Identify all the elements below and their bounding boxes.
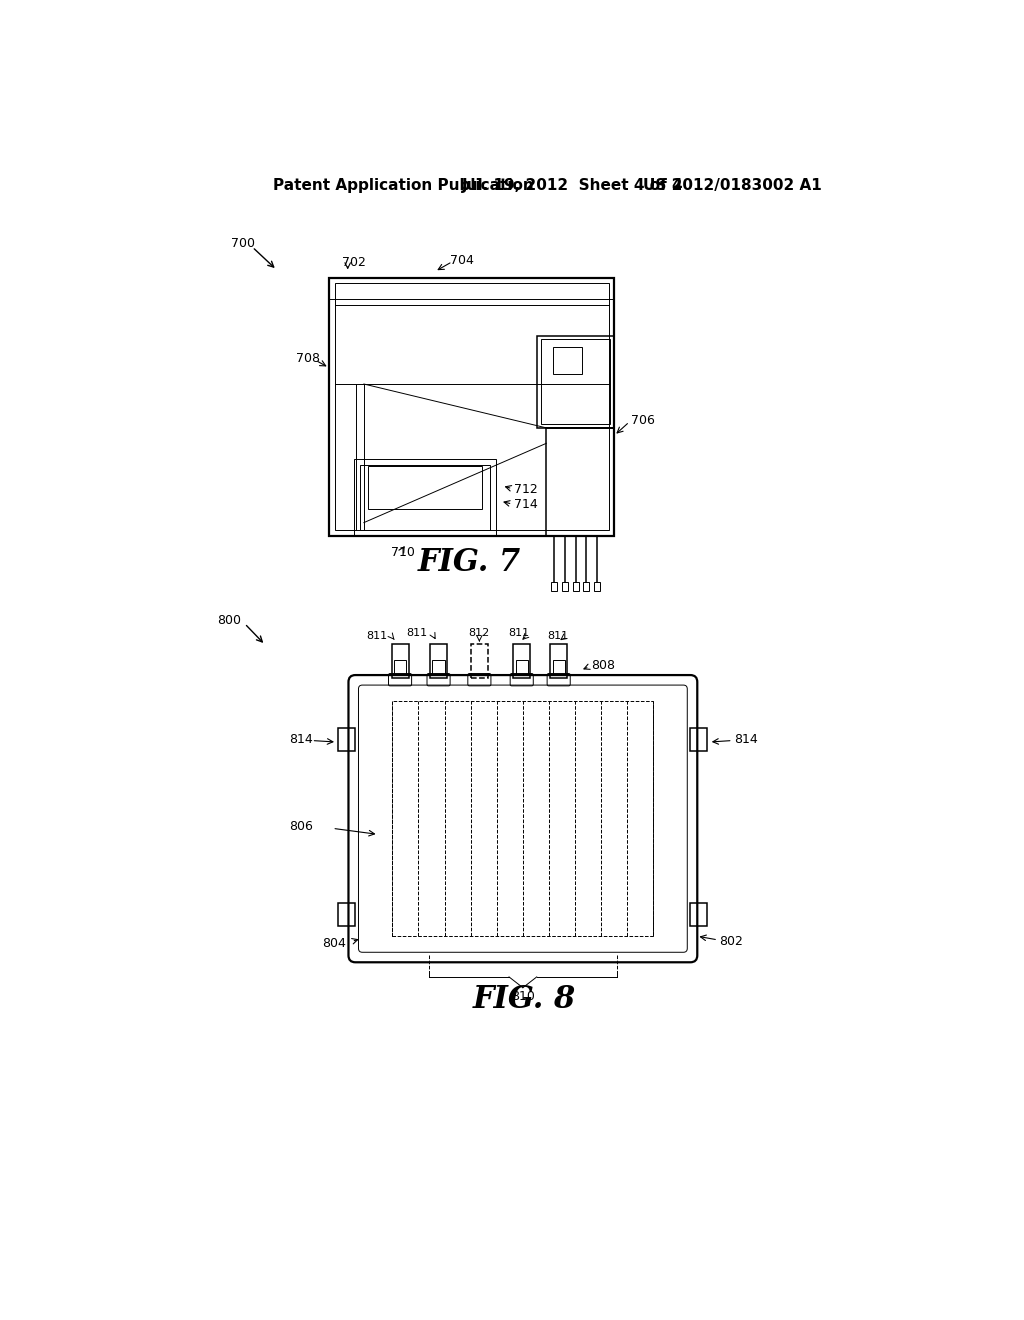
Bar xyxy=(572,582,579,591)
Bar xyxy=(594,582,600,591)
Text: Patent Application Publication: Patent Application Publication xyxy=(273,178,534,193)
Text: 808: 808 xyxy=(591,659,615,672)
Text: FIG. 7: FIG. 7 xyxy=(418,548,521,578)
Text: 704: 704 xyxy=(451,253,474,267)
Bar xyxy=(471,644,487,678)
Bar xyxy=(553,660,565,675)
Text: 710: 710 xyxy=(391,546,415,560)
Bar xyxy=(547,428,614,536)
Bar xyxy=(339,729,355,751)
Text: 811: 811 xyxy=(508,628,529,639)
Bar xyxy=(432,660,444,675)
Text: 708: 708 xyxy=(296,352,321,366)
Text: 706: 706 xyxy=(631,413,655,426)
Text: 806: 806 xyxy=(289,820,313,833)
Text: 812: 812 xyxy=(469,628,490,639)
Bar xyxy=(551,582,557,591)
Text: 811: 811 xyxy=(407,628,428,639)
Text: 702: 702 xyxy=(342,256,367,269)
Bar xyxy=(392,701,653,936)
Bar xyxy=(562,582,568,591)
Bar xyxy=(394,660,407,675)
Text: 804: 804 xyxy=(323,936,346,949)
Bar xyxy=(513,644,530,678)
Bar xyxy=(690,903,708,927)
Text: 811: 811 xyxy=(366,631,387,640)
Bar xyxy=(339,903,355,927)
Bar xyxy=(360,465,490,529)
Bar xyxy=(584,582,590,591)
Bar xyxy=(515,660,528,675)
Text: 811: 811 xyxy=(547,631,568,640)
Text: 800: 800 xyxy=(217,614,242,627)
Bar xyxy=(430,644,447,678)
Bar xyxy=(330,277,614,536)
Bar xyxy=(391,644,409,678)
Text: Jul. 19, 2012  Sheet 4 of 4: Jul. 19, 2012 Sheet 4 of 4 xyxy=(462,178,683,193)
Text: 814: 814 xyxy=(290,733,313,746)
Bar xyxy=(354,459,497,536)
Bar xyxy=(690,729,708,751)
Bar xyxy=(335,284,608,531)
Text: US 2012/0183002 A1: US 2012/0183002 A1 xyxy=(643,178,821,193)
Bar xyxy=(538,335,614,428)
Text: 714: 714 xyxy=(514,499,538,511)
Bar xyxy=(553,347,582,374)
Text: 814: 814 xyxy=(734,733,758,746)
Text: 810: 810 xyxy=(511,990,535,1003)
Text: 712: 712 xyxy=(514,483,538,496)
Text: 802: 802 xyxy=(720,935,743,948)
Bar xyxy=(368,466,482,508)
Text: FIG. 8: FIG. 8 xyxy=(473,983,577,1015)
Bar xyxy=(550,644,567,678)
Text: 700: 700 xyxy=(230,236,255,249)
Bar xyxy=(541,339,610,424)
